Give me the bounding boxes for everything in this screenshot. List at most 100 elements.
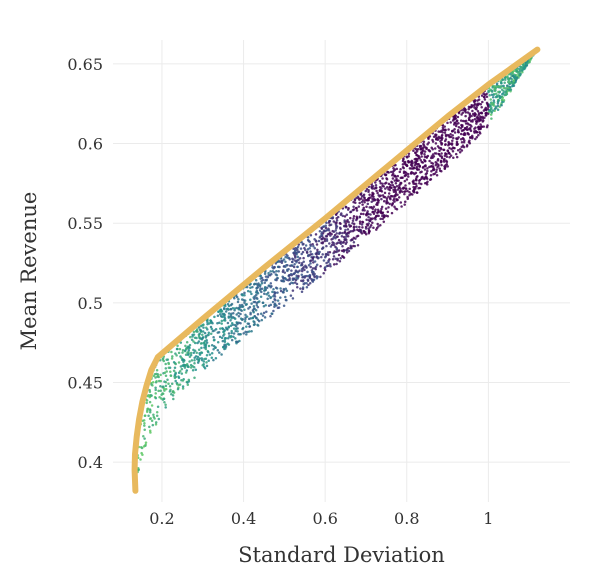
scatter-point (325, 238, 329, 241)
scatter-point (479, 102, 483, 106)
scatter-point (461, 125, 464, 128)
scatter-point (159, 384, 162, 388)
scatter-point (175, 383, 179, 386)
scatter-point (418, 178, 422, 182)
scatter-point (506, 76, 509, 79)
scatter-point (223, 313, 226, 317)
scatter-point (425, 183, 429, 186)
scatter-point (454, 152, 458, 156)
scatter-point (320, 234, 324, 237)
scatter-point (477, 112, 481, 115)
scatter-point (232, 335, 235, 339)
scatter-point (261, 314, 265, 317)
scatter-point (177, 361, 181, 364)
scatter-point (407, 160, 410, 163)
scatter-point (358, 201, 361, 205)
scatter-point (355, 217, 359, 220)
scatter-point (391, 184, 395, 187)
scatter-point (172, 369, 176, 372)
scatter-point (385, 197, 389, 200)
scatter-point (226, 321, 230, 325)
scatter-point (346, 228, 350, 231)
scatter-point (306, 279, 310, 283)
scatter-point (444, 152, 447, 155)
scatter-point (393, 200, 396, 203)
scatter-point (295, 274, 298, 277)
scatter-point (446, 121, 449, 125)
scatter-point (279, 289, 283, 293)
scatter-point (170, 357, 174, 360)
scatter-point (393, 174, 396, 178)
scatter-point (227, 316, 231, 319)
scatter-point (444, 143, 447, 147)
scatter-point (251, 285, 254, 289)
scatter-point (404, 190, 407, 193)
scatter-point (284, 287, 288, 290)
scatter-point (301, 267, 305, 270)
scatter-point (329, 245, 333, 248)
scatter-point (423, 155, 427, 158)
scatter-point (423, 150, 427, 153)
scatter-point (278, 265, 281, 269)
scatter-point (226, 328, 229, 331)
scatter-point (202, 323, 205, 326)
scatter-point (475, 135, 479, 139)
scatter-point (443, 165, 446, 168)
scatter-point (431, 153, 435, 156)
scatter-point (376, 191, 379, 195)
scatter-point (269, 315, 272, 318)
scatter-point (403, 203, 406, 206)
scatter-point (358, 222, 362, 225)
scatter-point (344, 206, 348, 209)
scatter-point (147, 393, 150, 397)
scatter-point (289, 272, 293, 276)
scatter-point (151, 423, 155, 427)
scatter-point (178, 383, 182, 386)
scatter-point (382, 220, 386, 224)
scatter-point (501, 96, 505, 100)
scatter-point (235, 313, 238, 316)
scatter-point (291, 277, 295, 280)
scatter-point (347, 249, 351, 253)
scatter-point (193, 376, 196, 380)
scatter-point (341, 255, 345, 259)
scatter-point (458, 147, 462, 151)
scatter-point (249, 286, 252, 289)
scatter-points (134, 51, 535, 479)
scatter-point (343, 225, 346, 228)
scatter-point (170, 350, 173, 354)
scatter-point (311, 267, 315, 270)
scatter-point (148, 400, 152, 404)
scatter-point (161, 358, 165, 361)
scatter-point (259, 295, 263, 299)
scatter-point (349, 216, 352, 220)
scatter-point (415, 191, 419, 194)
scatter-point (321, 246, 325, 250)
scatter-point (157, 375, 160, 379)
scatter-point (438, 167, 441, 170)
scatter-point (177, 351, 181, 355)
scatter-point (143, 437, 146, 440)
scatter-point (195, 357, 199, 361)
scatter-point (352, 225, 356, 228)
scatter-point (380, 207, 383, 211)
scatter-point (238, 333, 242, 336)
scatter-point (158, 396, 161, 399)
scatter-point (440, 133, 444, 137)
scatter-point (456, 115, 460, 119)
scatter-point (359, 228, 363, 232)
grid (113, 40, 570, 502)
scatter-point (184, 371, 188, 374)
scatter-point (303, 248, 307, 251)
scatter-point (211, 321, 214, 325)
scatter-point (335, 242, 338, 245)
scatter-point (398, 185, 401, 189)
scatter-point (495, 82, 499, 85)
scatter-point (519, 66, 523, 69)
scatter-point (167, 382, 170, 385)
scatter-point (411, 162, 414, 165)
scatter-point (423, 182, 427, 185)
scatter-point (286, 269, 289, 273)
scatter-point (261, 278, 265, 282)
scatter-point (244, 313, 247, 317)
